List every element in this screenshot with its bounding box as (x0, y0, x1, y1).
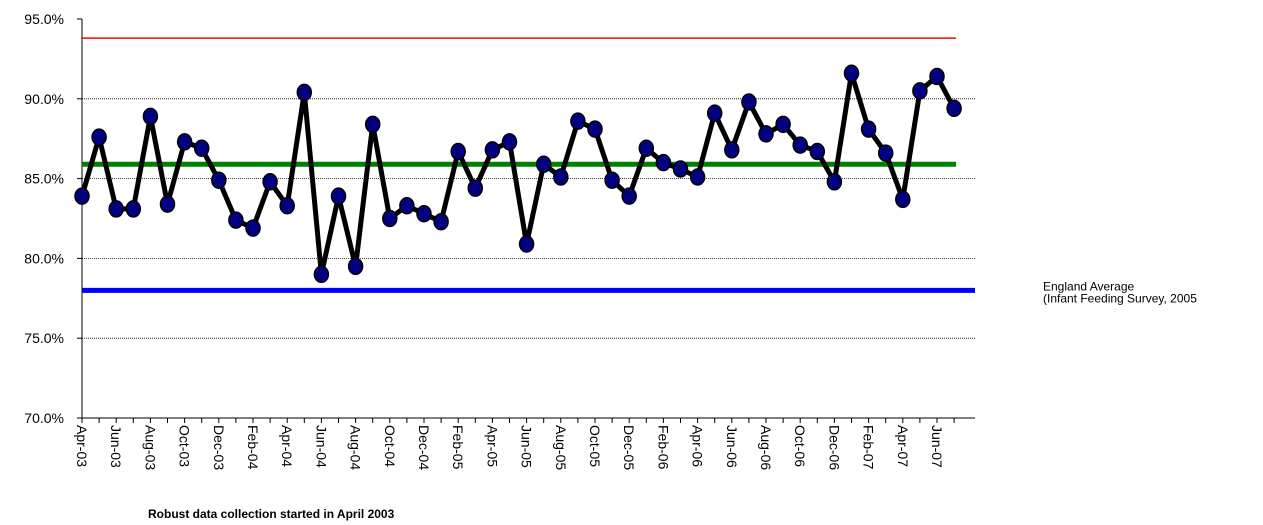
data-point (433, 212, 449, 231)
data-point (296, 83, 313, 102)
y-tick-label: 75.0% (24, 330, 64, 346)
data-point (142, 107, 159, 126)
data-point (467, 179, 484, 197)
data-point (382, 209, 398, 228)
data-point (159, 195, 176, 213)
x-tick-label: Oct-03 (177, 425, 193, 467)
data-point (245, 219, 261, 237)
x-tick-label: Aug-03 (142, 425, 158, 470)
data-point (347, 257, 364, 276)
reference-label: England Average (1043, 279, 1135, 293)
data-point (672, 160, 689, 178)
data-point (860, 120, 877, 138)
x-tick-label: Feb-07 (861, 425, 877, 470)
data-point (450, 142, 466, 161)
data-point (792, 136, 808, 154)
x-tick-label: Feb-06 (655, 425, 671, 470)
data-point (535, 155, 552, 173)
data-point (364, 115, 381, 134)
data-point (176, 133, 193, 151)
x-tick-label: Jun-04 (313, 425, 329, 468)
x-tick-label: Jun-07 (929, 425, 945, 468)
data-point (501, 133, 518, 151)
data-point (553, 168, 569, 186)
reference-label: (Infant Feeding Survey, 2005 (1043, 291, 1197, 305)
x-tick-label: Dec-03 (211, 425, 227, 470)
x-tick-label: Apr-07 (895, 425, 911, 467)
data-point (706, 104, 723, 122)
data-point (826, 173, 843, 191)
data-point (193, 139, 210, 158)
y-tick-label: 85.0% (24, 171, 64, 187)
x-tick-label: Apr-04 (279, 425, 295, 467)
data-point (279, 196, 295, 215)
x-tick-label: Dec-06 (826, 425, 842, 470)
data-line (79, 70, 957, 277)
x-tick-label: Feb-04 (245, 425, 261, 470)
data-point (655, 153, 672, 172)
x-tick-label: Jun-03 (108, 425, 124, 468)
data-point (689, 168, 706, 186)
data-point (621, 187, 637, 205)
data-point (929, 67, 945, 86)
data-point (946, 99, 962, 118)
data-point (775, 115, 791, 134)
data-point (484, 141, 501, 159)
data-point (108, 200, 124, 218)
data-point (262, 173, 278, 191)
data-point (228, 211, 244, 229)
x-tick-label: Aug-04 (348, 425, 364, 470)
data-point (895, 190, 911, 209)
x-tick-label: Oct-04 (382, 425, 398, 467)
data-point (758, 125, 774, 143)
data-point (125, 200, 142, 218)
x-tick-label: Aug-06 (758, 425, 774, 470)
data-point (843, 64, 860, 83)
x-tick-label: Aug-05 (553, 425, 569, 470)
x-tick-label: Oct-05 (587, 425, 603, 467)
data-point (570, 112, 586, 130)
data-point (912, 82, 928, 100)
data-point (74, 187, 90, 205)
data-point (416, 204, 432, 223)
x-tick-label: Apr-05 (484, 425, 500, 467)
x-tick-label: Dec-04 (416, 425, 432, 470)
x-tick-label: Apr-03 (74, 425, 90, 467)
x-tick-label: Oct-06 (792, 425, 808, 467)
y-tick-label: 95.0% (24, 11, 64, 27)
x-tick-label: Apr-06 (690, 425, 706, 467)
data-point (518, 235, 535, 253)
data-point (330, 187, 347, 205)
y-tick-label: 80.0% (24, 250, 64, 266)
y-tick-label: 90.0% (24, 91, 64, 107)
data-point (91, 128, 107, 146)
data-point (399, 196, 415, 215)
data-point (211, 171, 227, 189)
x-tick-label: Jun-06 (724, 425, 740, 468)
y-tick-label: 70.0% (24, 410, 64, 426)
data-point (313, 265, 330, 284)
data-point (638, 139, 655, 158)
data-point (877, 144, 894, 162)
footnote: Robust data collection started in April … (148, 507, 395, 521)
x-tick-label: Feb-05 (450, 425, 466, 470)
data-point (604, 171, 620, 189)
data-point (741, 93, 757, 111)
data-point (724, 141, 740, 159)
x-tick-label: Dec-05 (621, 425, 637, 470)
x-tick-label: Jun-05 (519, 425, 535, 468)
data-point (587, 120, 603, 138)
data-point (809, 142, 826, 161)
